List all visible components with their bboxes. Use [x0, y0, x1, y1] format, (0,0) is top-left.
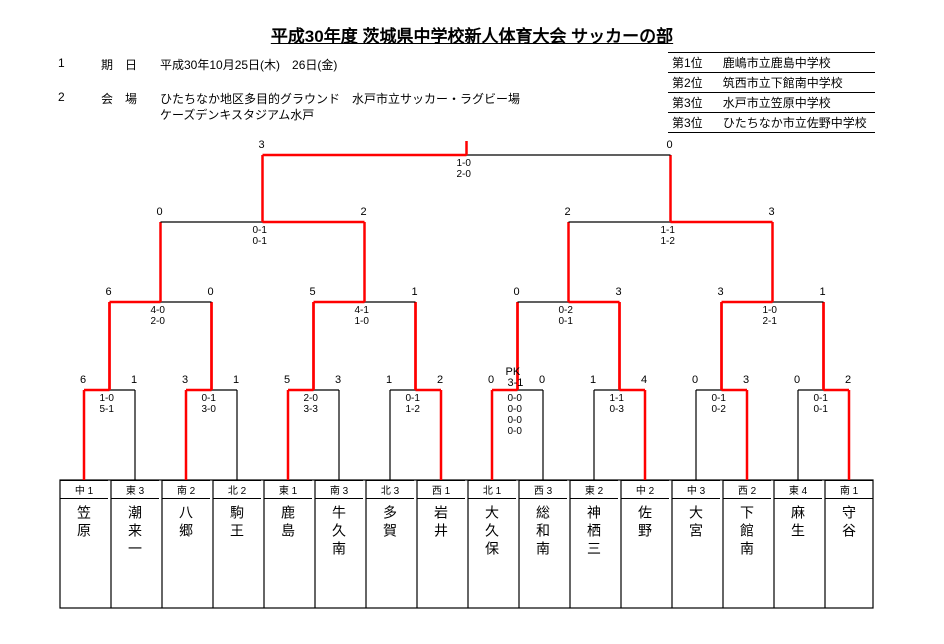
team-name: 八郷	[162, 499, 210, 613]
team-cell: 南 2八郷	[162, 480, 210, 613]
score-label: 1	[233, 374, 239, 386]
score-label: 1	[131, 374, 137, 386]
score-label: 0	[794, 374, 800, 386]
score-label: 2	[437, 374, 443, 386]
score-detail: 1-02-0	[457, 158, 471, 180]
team-region: 中 3	[672, 480, 720, 499]
team-name: 牛久南	[315, 499, 363, 613]
team-region: 西 1	[417, 480, 465, 499]
team-cell: 東 2神栖三	[570, 480, 618, 613]
score-label: 3	[769, 206, 775, 218]
score-label: 4	[641, 374, 647, 386]
team-cell: 西 2下館南	[723, 480, 771, 613]
score-label: 2	[361, 206, 367, 218]
team-region: 東 1	[264, 480, 312, 499]
team-region: 中 1	[60, 480, 108, 499]
team-name: 麻生	[774, 499, 822, 613]
team-cell: 西 3総和南	[519, 480, 567, 613]
team-name: 岩井	[417, 499, 465, 613]
team-region: 東 2	[570, 480, 618, 499]
score-detail: 0-13-0	[202, 393, 216, 415]
score-label: 2	[565, 206, 571, 218]
team-name: 総和南	[519, 499, 567, 613]
score-label: 0	[539, 374, 545, 386]
team-region: 中 2	[621, 480, 669, 499]
score-label: 3	[718, 286, 724, 298]
team-name: 鹿島	[264, 499, 312, 613]
score-detail: 0-10-2	[712, 393, 726, 415]
team-region: 南 1	[825, 480, 873, 499]
team-cell: 中 1笠原	[60, 480, 108, 613]
team-cell: 北 3多賀	[366, 480, 414, 613]
score-detail: 2-03-3	[304, 393, 318, 415]
score-label: 1	[590, 374, 596, 386]
team-cell: 東 4麻生	[774, 480, 822, 613]
score-detail: 4-11-0	[355, 305, 369, 327]
score-label: 0	[667, 139, 673, 151]
team-region: 北 2	[213, 480, 261, 499]
score-label: 0	[208, 286, 214, 298]
score-label: 0	[692, 374, 698, 386]
score-label: 3-1	[508, 377, 524, 389]
score-detail: 1-05-1	[100, 393, 114, 415]
score-label: 1	[820, 286, 826, 298]
score-label: 0	[157, 206, 163, 218]
score-detail: 0-20-1	[559, 305, 573, 327]
score-label: 3	[616, 286, 622, 298]
team-cell: 東 3潮来一	[111, 480, 159, 613]
score-label: 6	[106, 286, 112, 298]
team-name: 潮来一	[111, 499, 159, 613]
team-name: 笠原	[60, 499, 108, 613]
team-name: 大宮	[672, 499, 720, 613]
team-cell: 南 1守谷	[825, 480, 873, 613]
team-region: 北 3	[366, 480, 414, 499]
score-label: 0	[514, 286, 520, 298]
team-name: 駒王	[213, 499, 261, 613]
score-label: 1	[412, 286, 418, 298]
team-name: 神栖三	[570, 499, 618, 613]
score-label: 5	[284, 374, 290, 386]
team-name: 佐野	[621, 499, 669, 613]
score-detail: 0-10-1	[814, 393, 828, 415]
score-label: 0	[488, 374, 494, 386]
team-name: 多賀	[366, 499, 414, 613]
team-region: 北 1	[468, 480, 516, 499]
score-detail: 1-02-1	[763, 305, 777, 327]
team-cell: 西 1岩井	[417, 480, 465, 613]
team-name: 大久保	[468, 499, 516, 613]
score-label: 2	[845, 374, 851, 386]
score-label: 5	[310, 286, 316, 298]
score-detail: 4-02-0	[151, 305, 165, 327]
score-label: 3	[743, 374, 749, 386]
score-detail: 1-10-3	[610, 393, 624, 415]
team-region: 東 3	[111, 480, 159, 499]
team-cell: 東 1鹿島	[264, 480, 312, 613]
team-region: 南 3	[315, 480, 363, 499]
team-cell: 南 3牛久南	[315, 480, 363, 613]
score-label: 1	[386, 374, 392, 386]
score-label: 3	[182, 374, 188, 386]
team-region: 東 4	[774, 480, 822, 499]
team-cell: 北 2駒王	[213, 480, 261, 613]
team-cell: 中 2佐野	[621, 480, 669, 613]
team-name: 守谷	[825, 499, 873, 613]
score-label: 3	[259, 139, 265, 151]
score-detail: 0-00-00-00-0	[508, 393, 522, 437]
team-region: 南 2	[162, 480, 210, 499]
team-cell: 中 3大宮	[672, 480, 720, 613]
score-detail: 0-10-1	[253, 225, 267, 247]
team-cell: 北 1大久保	[468, 480, 516, 613]
score-detail: 0-11-2	[406, 393, 420, 415]
team-region: 西 3	[519, 480, 567, 499]
score-label: 3	[335, 374, 341, 386]
team-name: 下館南	[723, 499, 771, 613]
score-detail: 1-11-2	[661, 225, 675, 247]
score-label: 6	[80, 374, 86, 386]
team-region: 西 2	[723, 480, 771, 499]
